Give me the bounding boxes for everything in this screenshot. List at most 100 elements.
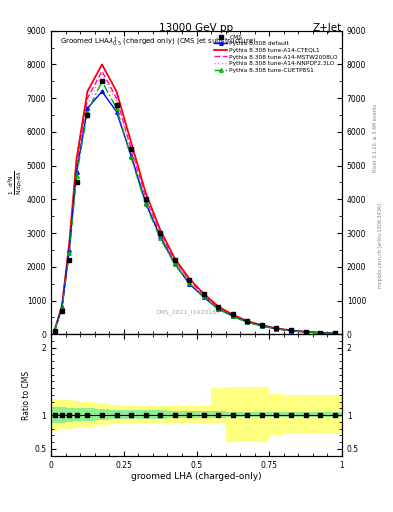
Pythia 8.308 tune-A14-CTEQL1 xyxy=(260,322,264,328)
X-axis label: groomed LHA (charged-only): groomed LHA (charged-only) xyxy=(131,472,262,481)
Pythia 8.308 tune-A14-NNPDF2.3LO xyxy=(216,305,221,311)
Pythia 8.308 tune-A14-CTEQL1 xyxy=(173,255,177,262)
Pythia 8.308 tune-A14-NNPDF2.3LO xyxy=(187,278,192,284)
Line: Pythia 8.308 tune-A14-NNPDF2.3LO: Pythia 8.308 tune-A14-NNPDF2.3LO xyxy=(55,75,335,333)
Pythia 8.308 tune-A14-MSTW2008LO xyxy=(245,318,250,325)
Pythia 8.308 tune-CUETP8S1 xyxy=(114,105,119,112)
Pythia 8.308 tune-A14-MSTW2008LO xyxy=(231,312,235,318)
Pythia 8.308 tune-CUETP8S1 xyxy=(289,328,294,334)
Pythia 8.308 tune-A14-MSTW2008LO xyxy=(114,95,119,101)
Pythia 8.308 tune-A14-MSTW2008LO xyxy=(318,330,323,336)
Pythia 8.308 tune-A14-MSTW2008LO xyxy=(332,330,337,336)
Pythia 8.308 tune-A14-MSTW2008LO xyxy=(129,146,134,152)
Pythia 8.308 tune-A14-CTEQL1 xyxy=(114,89,119,95)
Legend: CMS, Pythia 8.308 default, Pythia 8.308 tune-A14-CTEQL1, Pythia 8.308 tune-A14-M: CMS, Pythia 8.308 default, Pythia 8.308 … xyxy=(213,34,339,74)
Pythia 8.308 tune-CUETP8S1 xyxy=(52,327,57,333)
Text: CMS_2021_I1920187: CMS_2021_I1920187 xyxy=(155,309,220,314)
Pythia 8.308 tune-A14-NNPDF2.3LO xyxy=(129,149,134,155)
Pythia 8.308 tune-A14-CTEQL1 xyxy=(274,325,279,331)
Pythia 8.308 tune-A14-NNPDF2.3LO xyxy=(114,98,119,104)
Pythia 8.308 tune-CUETP8S1 xyxy=(202,294,206,300)
Pythia 8.308 default xyxy=(245,319,250,325)
Pythia 8.308 tune-A14-NNPDF2.3LO xyxy=(245,319,250,325)
Pythia 8.308 tune-CUETP8S1 xyxy=(85,109,90,115)
Pythia 8.308 tune-CUETP8S1 xyxy=(303,329,308,335)
Text: Rivet 3.1.10, ≥ 3.4M events: Rivet 3.1.10, ≥ 3.4M events xyxy=(373,104,378,173)
Pythia 8.308 tune-CUETP8S1 xyxy=(143,201,148,207)
Line: Pythia 8.308 tune-A14-CTEQL1: Pythia 8.308 tune-A14-CTEQL1 xyxy=(55,65,335,333)
Pythia 8.308 tune-A14-NNPDF2.3LO xyxy=(231,313,235,319)
Pythia 8.308 tune-A14-NNPDF2.3LO xyxy=(60,304,64,310)
Pythia 8.308 default xyxy=(303,329,308,335)
Pythia 8.308 tune-CUETP8S1 xyxy=(74,173,79,179)
Pythia 8.308 tune-CUETP8S1 xyxy=(100,78,105,84)
Pythia 8.308 tune-A14-CTEQL1 xyxy=(100,61,105,68)
Pythia 8.308 tune-A14-MSTW2008LO xyxy=(100,68,105,74)
Pythia 8.308 tune-CUETP8S1 xyxy=(318,330,323,336)
Line: CMS: CMS xyxy=(53,79,337,335)
Pythia 8.308 default xyxy=(52,327,57,333)
CMS xyxy=(216,304,221,310)
CMS xyxy=(74,179,79,185)
Pythia 8.308 tune-CUETP8S1 xyxy=(245,319,250,325)
Pythia 8.308 tune-A14-NNPDF2.3LO xyxy=(260,323,264,329)
Pythia 8.308 tune-A14-MSTW2008LO xyxy=(202,292,206,298)
Pythia 8.308 tune-CUETP8S1 xyxy=(158,235,163,241)
Pythia 8.308 default xyxy=(129,153,134,159)
Pythia 8.308 tune-A14-CTEQL1 xyxy=(245,318,250,324)
Text: Z+Jet: Z+Jet xyxy=(313,23,342,33)
Pythia 8.308 tune-A14-NNPDF2.3LO xyxy=(67,245,72,251)
Pythia 8.308 tune-A14-CTEQL1 xyxy=(67,240,72,246)
Pythia 8.308 tune-CUETP8S1 xyxy=(60,305,64,311)
Pythia 8.308 tune-A14-NNPDF2.3LO xyxy=(303,329,308,335)
Pythia 8.308 default xyxy=(260,323,264,329)
Pythia 8.308 tune-A14-MSTW2008LO xyxy=(274,326,279,332)
Pythia 8.308 default xyxy=(318,330,323,336)
Pythia 8.308 tune-A14-MSTW2008LO xyxy=(173,257,177,263)
CMS xyxy=(289,327,294,333)
Pythia 8.308 tune-A14-CTEQL1 xyxy=(158,227,163,233)
Text: Groomed LHA$\lambda^{1}_{0.5}$ (charged only) (CMS jet substructure): Groomed LHA$\lambda^{1}_{0.5}$ (charged … xyxy=(60,35,256,49)
Pythia 8.308 tune-CUETP8S1 xyxy=(129,154,134,160)
CMS xyxy=(274,325,279,331)
Pythia 8.308 default xyxy=(114,109,119,115)
CMS xyxy=(260,322,264,328)
Pythia 8.308 tune-A14-NNPDF2.3LO xyxy=(173,259,177,265)
Line: Pythia 8.308 tune-A14-MSTW2008LO: Pythia 8.308 tune-A14-MSTW2008LO xyxy=(55,71,335,333)
Y-axis label: $\frac{1}{\mathrm{N}}\frac{\mathrm{d}^2\mathrm{N}}{\mathrm{d}p_T\mathrm{d}\lambd: $\frac{1}{\mathrm{N}}\frac{\mathrm{d}^2\… xyxy=(7,170,25,195)
Pythia 8.308 tune-A14-NNPDF2.3LO xyxy=(143,196,148,202)
Pythia 8.308 default xyxy=(158,233,163,240)
CMS xyxy=(67,257,72,263)
Pythia 8.308 tune-A14-CTEQL1 xyxy=(332,330,337,336)
Pythia 8.308 default xyxy=(202,294,206,300)
Pythia 8.308 default xyxy=(85,105,90,112)
Pythia 8.308 tune-A14-NNPDF2.3LO xyxy=(289,328,294,334)
Pythia 8.308 tune-A14-CTEQL1 xyxy=(231,312,235,318)
Pythia 8.308 tune-A14-MSTW2008LO xyxy=(187,277,192,283)
CMS xyxy=(100,78,105,84)
Pythia 8.308 tune-CUETP8S1 xyxy=(231,313,235,319)
Pythia 8.308 default xyxy=(187,281,192,287)
Pythia 8.308 tune-CUETP8S1 xyxy=(173,261,177,267)
Pythia 8.308 tune-CUETP8S1 xyxy=(187,280,192,286)
Pythia 8.308 default xyxy=(216,306,221,312)
Pythia 8.308 tune-A14-CTEQL1 xyxy=(143,189,148,196)
CMS xyxy=(158,230,163,236)
Pythia 8.308 tune-A14-NNPDF2.3LO xyxy=(202,293,206,299)
Pythia 8.308 tune-A14-CTEQL1 xyxy=(318,330,323,336)
Pythia 8.308 tune-A14-CTEQL1 xyxy=(52,327,57,333)
Pythia 8.308 tune-A14-MSTW2008LO xyxy=(60,304,64,310)
CMS xyxy=(60,308,64,314)
Pythia 8.308 tune-A14-CTEQL1 xyxy=(289,327,294,333)
Pythia 8.308 tune-A14-NNPDF2.3LO xyxy=(332,330,337,336)
CMS xyxy=(202,291,206,297)
Pythia 8.308 tune-A14-CTEQL1 xyxy=(129,139,134,145)
Line: Pythia 8.308 default: Pythia 8.308 default xyxy=(53,90,336,335)
Pythia 8.308 tune-A14-CTEQL1 xyxy=(74,156,79,162)
Text: 13000 GeV pp: 13000 GeV pp xyxy=(160,23,233,33)
Pythia 8.308 tune-CUETP8S1 xyxy=(332,330,337,336)
CMS xyxy=(187,277,192,283)
Line: Pythia 8.308 tune-CUETP8S1: Pythia 8.308 tune-CUETP8S1 xyxy=(53,79,336,335)
CMS xyxy=(245,318,250,324)
Pythia 8.308 default xyxy=(74,169,79,176)
